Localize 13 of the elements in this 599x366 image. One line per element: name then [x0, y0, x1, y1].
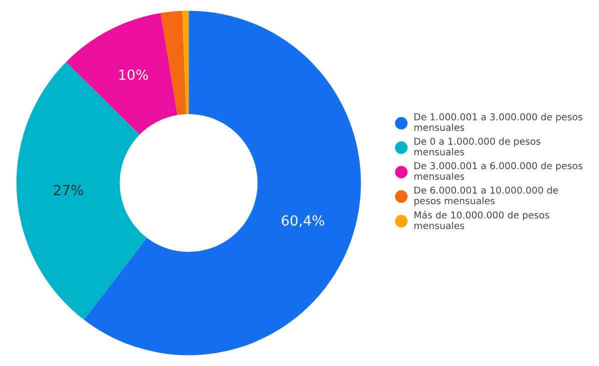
- legend-label: De 3.000.001 a 6.000.000 de pesos mensuales: [414, 162, 582, 180]
- donut-slice: [182, 10, 189, 114]
- legend-label: Más de 10.000.000 de pesos mensuales: [414, 210, 550, 230]
- donut-slice: [84, 10, 361, 356]
- data-label: 27%: [54, 184, 84, 196]
- donut-slice: [160, 10, 186, 116]
- legend-label: De 1.000.001 a 3.000.000 de pesos mensuales: [414, 113, 582, 131]
- donut-slice: [66, 13, 178, 135]
- donut-slice: [16, 62, 147, 320]
- data-label: 10%: [119, 69, 148, 80]
- data-label: 60,4%: [282, 215, 324, 228]
- legend-label: De 0 a 1.000.000 de pesos mensuales: [414, 138, 540, 156]
- legend-label: De 6.000.001 a 10.000.000 de pesos mensuales: [414, 186, 558, 206]
